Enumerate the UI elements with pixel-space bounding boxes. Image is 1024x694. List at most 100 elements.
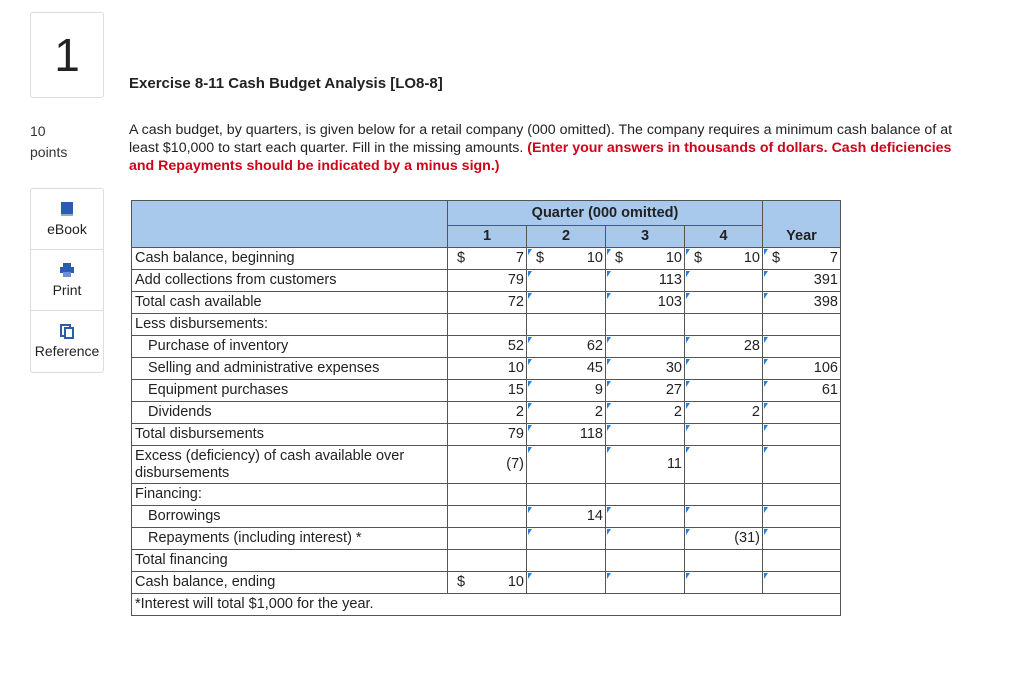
row-label: Add collections from customers (131, 269, 448, 292)
input-marker (686, 293, 690, 299)
input-cell[interactable] (526, 571, 606, 594)
input-marker (528, 271, 532, 277)
input-cell[interactable] (684, 379, 763, 402)
input-cell (762, 313, 841, 336)
input-marker (607, 359, 611, 365)
row-label: Excess (deficiency) of cash available ov… (131, 445, 448, 484)
input-cell[interactable] (447, 527, 527, 550)
input-cell[interactable] (605, 505, 685, 528)
input-cell[interactable] (526, 445, 606, 484)
cell-value: 14 (586, 508, 603, 524)
input-cell[interactable] (684, 505, 763, 528)
input-cell[interactable] (684, 269, 763, 292)
value-cell: 2 (684, 401, 763, 424)
input-marker (528, 249, 532, 255)
input-marker (764, 529, 768, 535)
input-cell[interactable] (605, 335, 685, 358)
input-marker (528, 359, 532, 365)
table-row: Selling and administrative expenses 10 45 3… (131, 357, 841, 380)
input-cell (447, 313, 527, 336)
cell-value: 106 (813, 360, 838, 376)
cell-value: 2 (673, 404, 682, 420)
input-marker (528, 293, 532, 299)
input-cell[interactable] (762, 445, 841, 484)
value-cell: 398 (762, 291, 841, 314)
row-label: Less disbursements: (131, 313, 448, 336)
value-cell: 72 (447, 291, 527, 314)
input-cell[interactable] (684, 423, 763, 446)
row-label: Borrowings (131, 505, 448, 528)
exercise-title: Exercise 8-11 Cash Budget Analysis [LO8-… (129, 75, 443, 92)
input-marker (528, 337, 532, 343)
input-marker (686, 425, 690, 431)
value-cell: 14 (526, 505, 606, 528)
value-cell: $10 (447, 571, 527, 594)
input-cell[interactable] (762, 335, 841, 358)
row-label: Dividends (131, 401, 448, 424)
value-cell: 391 (762, 269, 841, 292)
input-cell (684, 549, 763, 572)
input-cell[interactable] (684, 291, 763, 314)
input-cell[interactable] (762, 423, 841, 446)
input-marker (607, 529, 611, 535)
input-cell[interactable] (605, 423, 685, 446)
input-marker (528, 529, 532, 535)
input-marker (764, 447, 768, 453)
table-row: Add collections from customers 79 113 391 (131, 269, 841, 292)
value-cell: 106 (762, 357, 841, 380)
input-marker (528, 403, 532, 409)
value-cell: 103 (605, 291, 685, 314)
input-cell (762, 483, 841, 506)
print-button[interactable]: Print (31, 250, 103, 311)
value-cell: 10 (447, 357, 527, 380)
input-marker (528, 381, 532, 387)
table-row: Total disbursements 79 118 (131, 423, 841, 446)
input-cell[interactable] (605, 527, 685, 550)
input-cell[interactable] (762, 505, 841, 528)
value-cell: $7 (762, 247, 841, 270)
input-marker (528, 447, 532, 453)
print-label: Print (52, 282, 82, 298)
input-cell[interactable] (526, 291, 606, 314)
ebook-button[interactable]: eBook (31, 189, 103, 250)
points-label: points (30, 144, 68, 160)
print-icon (60, 263, 74, 277)
reference-button[interactable]: Reference (31, 311, 103, 372)
ebook-label: eBook (47, 221, 87, 237)
input-marker (607, 249, 611, 255)
input-marker (607, 573, 611, 579)
value-cell: 79 (447, 269, 527, 292)
table-row: Purchase of inventory 52 62 28 (131, 335, 841, 358)
input-cell[interactable] (684, 357, 763, 380)
input-cell[interactable] (605, 571, 685, 594)
cell-value: 45 (586, 360, 603, 376)
input-marker (686, 359, 690, 365)
input-marker (686, 249, 690, 255)
input-marker (607, 425, 611, 431)
cell-value: 113 (658, 272, 682, 288)
value-cell: 2 (526, 401, 606, 424)
input-marker (764, 403, 768, 409)
input-marker (764, 573, 768, 579)
input-marker (686, 271, 690, 277)
input-cell[interactable] (762, 571, 841, 594)
input-cell[interactable] (447, 505, 527, 528)
value-cell: $10 (526, 247, 606, 270)
value-cell: 27 (605, 379, 685, 402)
value-cell: $10 (605, 247, 685, 270)
input-cell[interactable] (526, 269, 606, 292)
input-marker (764, 293, 768, 299)
input-cell[interactable] (762, 401, 841, 424)
cell-value: 7 (515, 250, 524, 266)
value-cell: 2 (605, 401, 685, 424)
currency-sign: $ (694, 250, 703, 266)
input-cell[interactable] (526, 527, 606, 550)
value-cell: 62 (526, 335, 606, 358)
cell-value: 10 (665, 250, 682, 266)
input-cell[interactable] (684, 445, 763, 484)
input-cell[interactable] (684, 571, 763, 594)
input-cell[interactable] (762, 527, 841, 550)
quarter-number: 2 (526, 225, 606, 248)
